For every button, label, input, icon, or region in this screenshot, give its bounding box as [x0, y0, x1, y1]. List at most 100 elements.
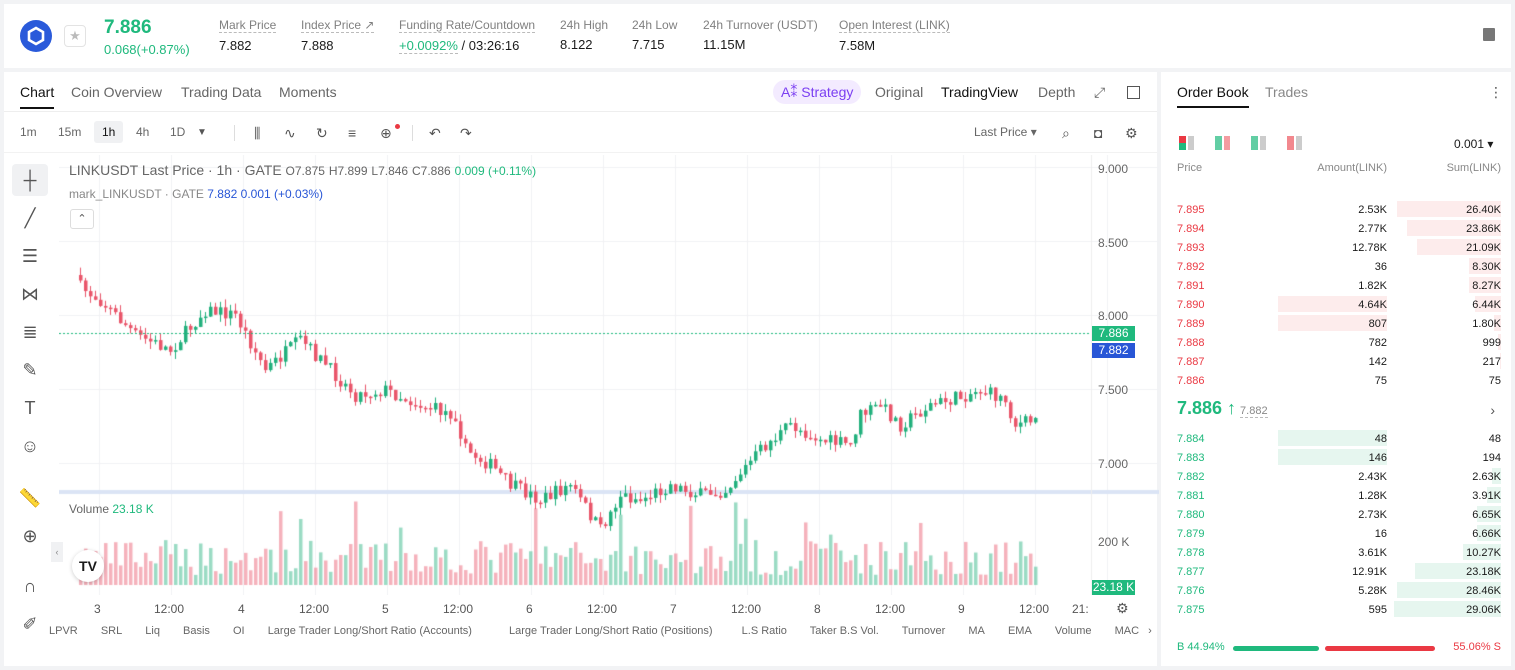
guide-book-icon[interactable]	[1483, 28, 1495, 41]
indicator-macd[interactable]: MAC	[1114, 625, 1140, 637]
view-tradingview[interactable]: TradingView	[941, 84, 1019, 100]
window-icon[interactable]	[1127, 86, 1140, 99]
tab-moments[interactable]: Moments	[279, 84, 337, 100]
indicator-lt-accounts[interactable]: Large Trader Long/Short Ratio (Accounts)	[267, 625, 472, 637]
trend-line-icon[interactable]: ╱	[24, 207, 36, 228]
pattern-icon[interactable]: ⋈	[21, 283, 39, 304]
crosshair-icon[interactable]: ┼	[12, 164, 48, 196]
settings-gear-icon[interactable]: ⚙	[1125, 125, 1138, 141]
ask-row[interactable]: 7.892 36 8.30K	[1161, 257, 1511, 276]
emoji-icon[interactable]: ☺	[20, 435, 40, 456]
view-bids-asks-icon[interactable]	[1215, 136, 1231, 150]
tab-order-book[interactable]: Order Book	[1177, 84, 1249, 108]
timeframe-1h[interactable]: 1h	[94, 121, 124, 143]
bid-row[interactable]: 7.878 3.61K 10.27K	[1161, 543, 1511, 562]
tab-trading-data[interactable]: Trading Data	[181, 84, 262, 100]
ask-row[interactable]: 7.887 142 217	[1161, 352, 1511, 371]
indicator-ls-ratio[interactable]: L.S Ratio	[741, 625, 787, 637]
view-both-icon[interactable]	[1179, 136, 1195, 150]
parallel-lines-icon[interactable]: ☰	[21, 245, 39, 266]
ask-row[interactable]: 7.895 2.53K 26.40K	[1161, 200, 1511, 219]
expand-icon[interactable]: ⤢	[1094, 84, 1106, 100]
indicator-liq[interactable]: Liq	[145, 625, 160, 637]
indicator-lpvr[interactable]: LPVR	[49, 625, 78, 637]
row-sum: 26.40K	[1466, 204, 1501, 216]
add-indicator-icon[interactable]: ⊕	[380, 125, 392, 141]
bid-row[interactable]: 7.881 1.28K 3.91K	[1161, 486, 1511, 505]
indicator-turnover[interactable]: Turnover	[901, 625, 946, 637]
search-icon[interactable]: ⌕	[1062, 125, 1070, 141]
bid-row[interactable]: 7.883 146 194	[1161, 448, 1511, 467]
ask-row[interactable]: 7.888 782 999	[1161, 333, 1511, 352]
template-icon[interactable]: ≡	[348, 125, 357, 141]
x-tick: 9	[958, 602, 965, 616]
text-tool-icon[interactable]: T	[24, 397, 36, 418]
indicator-taker-vol[interactable]: Taker B.S Vol.	[809, 625, 879, 637]
bid-row[interactable]: 7.884 48 48	[1161, 429, 1511, 448]
stat-index-price[interactable]: Index Price ↗ 7.888	[301, 18, 375, 53]
indicator-oi[interactable]: OI	[233, 625, 245, 637]
indicator-basis[interactable]: Basis	[183, 625, 210, 637]
row-price: 7.895	[1177, 204, 1205, 216]
indicator-ema[interactable]: EMA	[1007, 625, 1032, 637]
zoom-in-icon[interactable]: ⊕	[22, 525, 38, 546]
x-tick: 12:00	[299, 602, 330, 616]
scroll-right-icon[interactable]: ›	[1148, 625, 1152, 637]
chart-legend: LINKUSDT Last Price · 1h · GATE O7.875 H…	[69, 162, 537, 178]
bid-row[interactable]: 7.877 12.91K 23.18K	[1161, 562, 1511, 581]
collapse-toolbar-icon[interactable]: ‹	[51, 542, 63, 562]
tab-chart[interactable]: Chart	[20, 84, 55, 109]
price-type-select[interactable]: Last Price ▾	[974, 125, 1037, 139]
indicator-volume[interactable]: Volume	[1054, 625, 1092, 637]
timeframe-4h[interactable]: 4h	[136, 125, 150, 139]
row-sum: 217	[1482, 356, 1501, 368]
ask-row[interactable]: 7.890 4.64K 6.44K	[1161, 295, 1511, 314]
brush-icon[interactable]: ✎	[22, 359, 38, 380]
fib-retracement-icon[interactable]: ≣	[22, 321, 38, 342]
view-original[interactable]: Original	[875, 84, 924, 100]
view-bids-icon[interactable]	[1251, 136, 1267, 150]
strategy-button[interactable]: A⁑ Strategy	[773, 80, 862, 104]
timeframe-1m[interactable]: 1m	[20, 125, 37, 139]
bid-row[interactable]: 7.879 16 6.66K	[1161, 524, 1511, 543]
collapse-legend-button[interactable]: ⌃	[70, 209, 94, 229]
redo-icon[interactable]: ↷	[460, 125, 472, 141]
bid-row[interactable]: 7.882 2.43K 2.63K	[1161, 467, 1511, 486]
indicator-ma[interactable]: MA	[968, 625, 985, 637]
ruler-icon[interactable]: 📏	[18, 487, 42, 508]
camera-icon[interactable]: ◘	[1094, 125, 1103, 141]
ask-row[interactable]: 7.886 75 75	[1161, 371, 1511, 390]
timeframe-15m[interactable]: 15m	[58, 125, 82, 139]
tab-trades[interactable]: Trades	[1265, 84, 1309, 100]
ask-row[interactable]: 7.893 12.78K 21.09K	[1161, 238, 1511, 257]
bid-row[interactable]: 7.876 5.28K 28.46K	[1161, 581, 1511, 600]
replay-icon[interactable]: ↻	[316, 125, 328, 141]
lock-edit-icon[interactable]: ✐	[22, 613, 38, 634]
ask-row[interactable]: 7.889 807 1.80K	[1161, 314, 1511, 333]
indicator-srl[interactable]: SRL	[100, 625, 123, 637]
candle-type-icon[interactable]: ⫼	[254, 125, 261, 141]
magnet-icon[interactable]: ∩	[23, 575, 37, 596]
ticker-header: ★ 7.886 0.068(+0.87%) Mark Price 7.882 In…	[4, 4, 1511, 68]
ask-row[interactable]: 7.894 2.77K 23.86K	[1161, 219, 1511, 238]
axis-settings-icon[interactable]: ⚙	[1116, 600, 1129, 616]
candlestick-chart[interactable]	[59, 155, 1159, 595]
ask-row[interactable]: 7.891 1.82K 8.27K	[1161, 276, 1511, 295]
timeframe-dropdown-icon[interactable]: ▼	[197, 127, 207, 138]
bid-row[interactable]: 7.875 595 29.06K	[1161, 600, 1511, 619]
sum-depth-bar	[1397, 582, 1501, 598]
row-sum: 75	[1488, 375, 1501, 387]
timeframe-1d[interactable]: 1D	[170, 125, 186, 139]
view-depth[interactable]: Depth	[1038, 84, 1076, 100]
view-asks-icon[interactable]	[1287, 136, 1303, 150]
chevron-right-icon[interactable]: ›	[1490, 402, 1495, 418]
favorite-star-icon[interactable]: ★	[64, 25, 86, 47]
tab-coin-overview[interactable]: Coin Overview	[71, 84, 163, 100]
mid-price[interactable]: 7.886 ↑ 7.882	[1177, 398, 1268, 418]
more-options-icon[interactable]: ⋮	[1489, 84, 1503, 100]
indicator-lt-positions[interactable]: Large Trader Long/Short Ratio (Positions…	[508, 625, 713, 637]
indicators-icon[interactable]: ∿	[284, 125, 296, 141]
precision-select[interactable]: 0.001 ▾	[1454, 137, 1494, 151]
bid-row[interactable]: 7.880 2.73K 6.65K	[1161, 505, 1511, 524]
undo-icon[interactable]: ↶	[429, 125, 441, 141]
